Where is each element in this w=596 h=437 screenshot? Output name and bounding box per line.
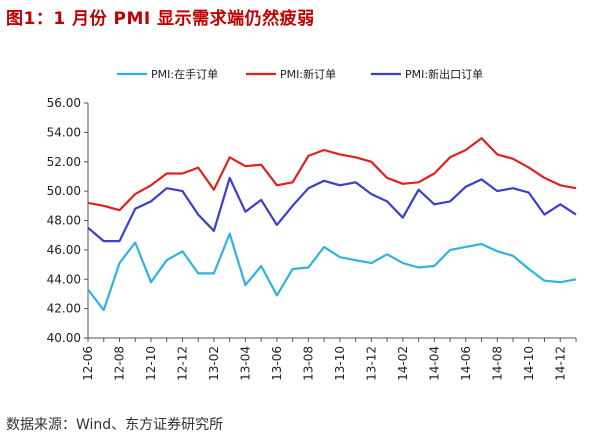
x-tick-label: 13-08 (301, 346, 315, 381)
chart-legend: PMI:在手订单 PMI:新订单 PMI:新出口订单 (117, 67, 483, 81)
x-tick-label: 14-08 (490, 346, 504, 381)
legend-label: PMI:在手订单 (151, 67, 218, 81)
x-tick-label: 12-10 (144, 346, 158, 381)
y-axis: 40.00 42.00 44.00 46.00 48.00 50.00 52.00 54.00… (47, 96, 89, 345)
series-0 (87, 232, 577, 312)
series-2 (87, 176, 577, 243)
y-tick-label: 40.00 (47, 331, 81, 345)
x-tick-label: 12-06 (81, 346, 95, 381)
y-tick-label: 46.00 (47, 243, 81, 257)
x-tick-label: 14-10 (522, 346, 536, 381)
x-tick-label: 14-04 (427, 346, 441, 381)
y-tick-label: 56.00 (47, 96, 81, 110)
legend-item: PMI:新出口订单 (371, 67, 483, 81)
y-tick-label: 48.00 (47, 214, 81, 228)
y-tick-label: 52.00 (47, 155, 81, 169)
y-tick-label: 42.00 (47, 302, 81, 316)
x-axis: 12-06 12-08 12-10 12-12 13-02 13-04 13-06 13-08… (81, 337, 577, 381)
x-tick-label: 14-12 (553, 346, 567, 381)
x-tick-label: 13-02 (207, 346, 221, 381)
y-tick-label: 54.00 (47, 125, 81, 139)
x-tick-label: 12-12 (175, 346, 189, 381)
x-tick-label: 13-12 (364, 346, 378, 381)
x-tick-label: 12-08 (112, 346, 126, 381)
series-line (87, 176, 577, 243)
x-tick-label: 13-06 (270, 346, 284, 381)
series-1 (87, 137, 577, 212)
series-line (87, 232, 577, 312)
y-tick-label: 50.00 (47, 184, 81, 198)
y-tick-label: 44.00 (47, 272, 81, 286)
legend-item: PMI:新订单 (246, 67, 336, 81)
x-tick-label: 14-06 (459, 346, 473, 381)
x-tick-label: 13-04 (238, 346, 252, 381)
data-source-note: 数据来源：Wind、东方证券研究所 (6, 417, 224, 433)
series-lines (87, 137, 577, 312)
figure-title: 图1：1 月份 PMI 显示需求端仍然疲弱 (6, 9, 315, 29)
x-tick-label: 13-10 (333, 346, 347, 381)
legend-label: PMI:新订单 (280, 67, 336, 81)
legend-item: PMI:在手订单 (117, 67, 218, 81)
series-line (87, 137, 577, 212)
x-tick-label: 14-02 (396, 346, 410, 381)
legend-label: PMI:新出口订单 (405, 67, 483, 81)
